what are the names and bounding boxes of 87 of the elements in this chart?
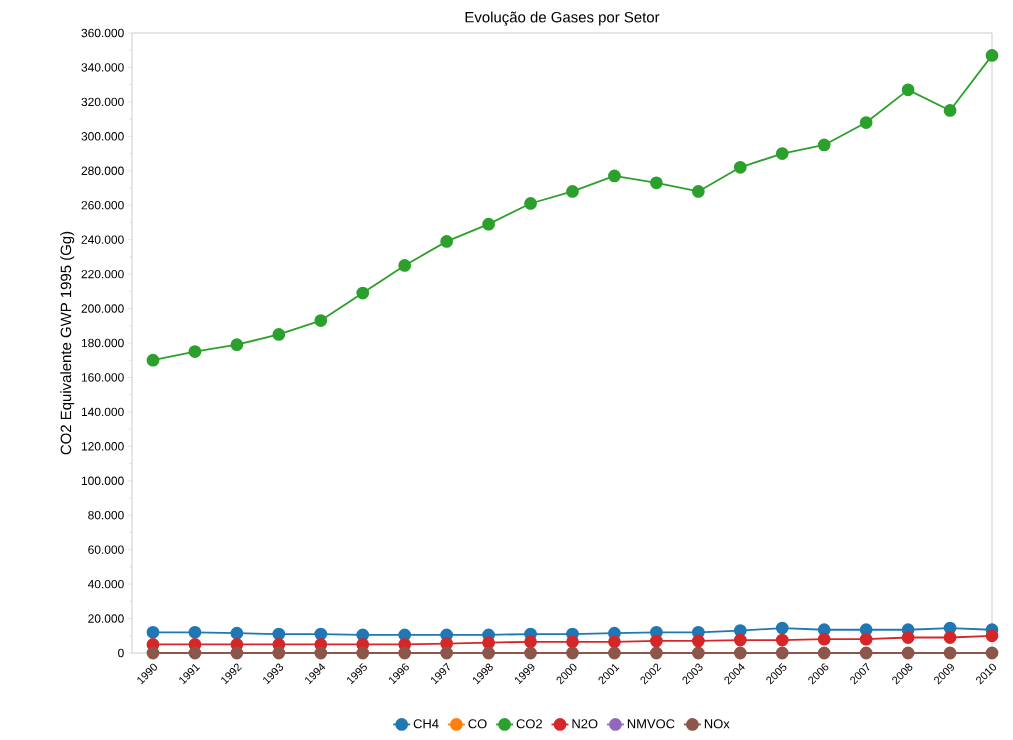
point bbox=[775, 621, 789, 635]
point bbox=[188, 646, 202, 660]
y-tick-label: 120.000 bbox=[81, 442, 124, 451]
point bbox=[691, 185, 705, 198]
point bbox=[943, 631, 957, 644]
point bbox=[691, 646, 705, 660]
chart-title: Evolução de Gases por Setor bbox=[465, 11, 660, 26]
point bbox=[733, 646, 747, 660]
point bbox=[482, 646, 495, 660]
point bbox=[650, 176, 663, 190]
point bbox=[691, 634, 705, 648]
point bbox=[524, 646, 537, 660]
point bbox=[146, 646, 160, 660]
legend-label: NOx bbox=[704, 719, 730, 729]
y-tick-label: 80.000 bbox=[88, 510, 124, 520]
y-tick-label: 140.000 bbox=[81, 407, 124, 417]
y-tick-label: 180.000 bbox=[81, 338, 124, 348]
point bbox=[985, 629, 999, 643]
y-tick-label: 280.000 bbox=[81, 166, 124, 175]
y-axis-title: CO2 Equivalente GWP 1995 (Gg) bbox=[60, 231, 75, 455]
point bbox=[859, 646, 873, 660]
y-tick-label: 100.000 bbox=[81, 476, 124, 485]
y-tick-label: 0 bbox=[118, 648, 124, 658]
y-tick-label: 40.000 bbox=[87, 579, 124, 589]
point bbox=[859, 116, 873, 129]
point bbox=[817, 138, 831, 152]
point bbox=[775, 646, 789, 660]
point bbox=[859, 632, 873, 646]
point bbox=[440, 235, 454, 248]
point bbox=[230, 646, 244, 660]
legend-label: N2O bbox=[572, 719, 598, 729]
point bbox=[985, 646, 999, 660]
point bbox=[817, 646, 831, 660]
point bbox=[608, 635, 621, 649]
point bbox=[482, 636, 495, 650]
point bbox=[188, 345, 202, 358]
point bbox=[188, 625, 202, 639]
point bbox=[901, 631, 915, 644]
point bbox=[608, 169, 621, 183]
point bbox=[314, 627, 328, 641]
point bbox=[398, 259, 412, 272]
y-tick-label: 260.000 bbox=[81, 200, 124, 210]
y-tick-label: 340.000 bbox=[81, 63, 124, 72]
point bbox=[608, 646, 621, 660]
point bbox=[440, 646, 454, 660]
y-tick-label: 300.000 bbox=[81, 132, 124, 141]
point bbox=[230, 338, 244, 352]
y-tick-label: 60.000 bbox=[88, 545, 124, 554]
point bbox=[901, 646, 915, 660]
point bbox=[356, 286, 370, 300]
point bbox=[943, 104, 957, 117]
y-tick-label: 360.000 bbox=[81, 28, 124, 38]
point bbox=[817, 632, 831, 646]
y-tick-label: 160.000 bbox=[81, 373, 124, 382]
point bbox=[733, 160, 747, 174]
point bbox=[524, 635, 537, 649]
y-tick-label: 320.000 bbox=[81, 97, 124, 107]
point bbox=[314, 314, 328, 327]
y-tick-label: 220.000 bbox=[81, 269, 124, 279]
point bbox=[901, 83, 915, 97]
legend-label: CO bbox=[468, 719, 487, 729]
legend-label: CO2 bbox=[516, 719, 542, 729]
point bbox=[356, 646, 370, 660]
point bbox=[524, 197, 537, 210]
point bbox=[566, 646, 579, 660]
point bbox=[775, 633, 789, 647]
point bbox=[272, 328, 286, 341]
legend-label: CH4 bbox=[413, 719, 439, 729]
point bbox=[230, 626, 244, 640]
point bbox=[482, 217, 495, 231]
y-tick-label: 200.000 bbox=[81, 304, 124, 313]
legend-label: NMVOC bbox=[627, 719, 675, 729]
y-tick-label: 20.000 bbox=[88, 614, 124, 623]
point bbox=[146, 625, 160, 639]
point bbox=[146, 353, 160, 367]
point bbox=[314, 646, 328, 660]
point bbox=[398, 646, 412, 660]
point bbox=[566, 635, 579, 649]
point bbox=[650, 646, 663, 660]
point bbox=[566, 185, 579, 198]
point bbox=[943, 646, 957, 660]
point bbox=[775, 147, 789, 160]
y-tick-label: 240.000 bbox=[81, 235, 124, 244]
point bbox=[733, 633, 747, 647]
point bbox=[650, 634, 663, 648]
point bbox=[985, 49, 999, 62]
point bbox=[272, 646, 286, 660]
